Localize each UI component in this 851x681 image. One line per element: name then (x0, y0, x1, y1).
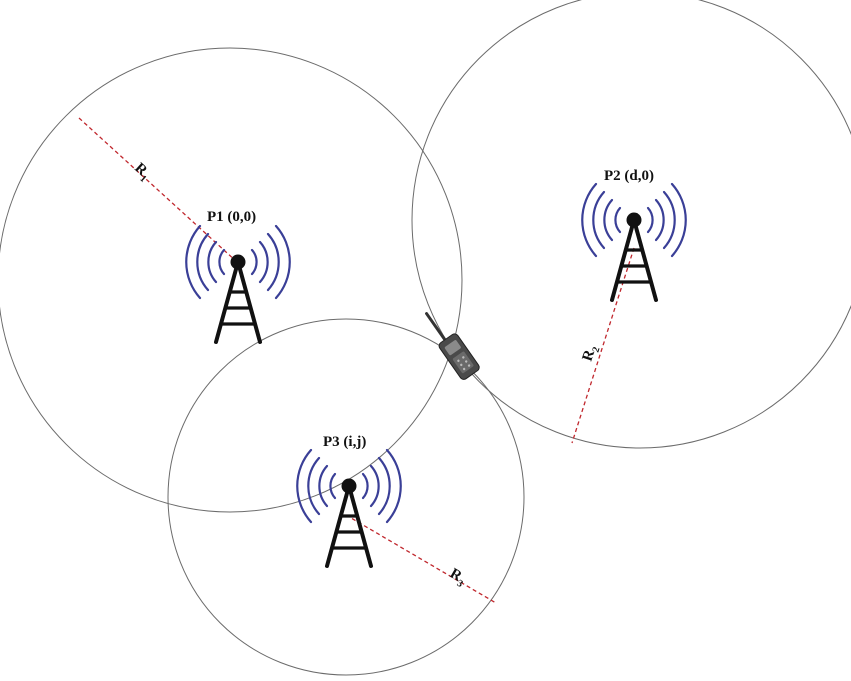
tower-p3 (297, 450, 401, 566)
cell-tower-icon (216, 255, 260, 343)
handheld-radio-icon (419, 306, 481, 381)
radius-label-r1: R1 (129, 160, 153, 185)
svg-text:R3: R3 (446, 566, 469, 590)
tower-p1 (186, 226, 290, 342)
cell-tower-icon (612, 213, 656, 301)
tower-label-p2: P2 (d,0) (604, 168, 654, 184)
tower-label-p1: P1 (0,0) (207, 209, 256, 225)
radius-line-r1 (79, 118, 237, 262)
radius-line-r2 (572, 248, 634, 443)
radius-label-r2: R2 (580, 343, 603, 364)
tower-p2 (582, 184, 686, 300)
svg-text:R1: R1 (129, 160, 153, 185)
radius-label-r3: R3 (446, 566, 469, 590)
svg-text:R2: R2 (580, 343, 603, 364)
tower-label-p3: P3 (i,j) (323, 434, 366, 450)
cell-tower-icon (327, 479, 371, 567)
